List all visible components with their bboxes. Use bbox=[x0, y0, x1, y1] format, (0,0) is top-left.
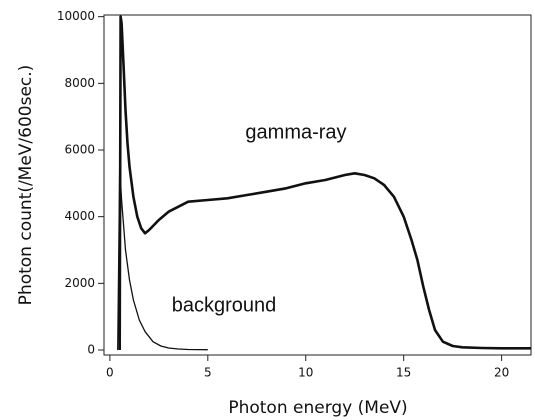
y-tick-label: 2000 bbox=[64, 276, 95, 290]
x-tick-label: 5 bbox=[204, 366, 212, 380]
x-tick-label: 15 bbox=[396, 366, 411, 380]
x-tick-label: 10 bbox=[298, 366, 313, 380]
series-line bbox=[118, 15, 531, 351]
x-tick-label: 20 bbox=[494, 366, 509, 380]
series-line bbox=[117, 166, 208, 351]
y-tick-label: 4000 bbox=[64, 209, 95, 223]
y-tick-label: 10000 bbox=[57, 9, 95, 23]
y-tick-label: 0 bbox=[87, 343, 95, 357]
y-tick-label: 6000 bbox=[64, 143, 95, 157]
x-axis-title: Photon energy (MeV) bbox=[228, 398, 407, 418]
y-axis-title: Photon count(/MeV/600sec.) bbox=[16, 65, 36, 306]
series-label: gamma-ray bbox=[245, 121, 346, 143]
x-tick-label: 0 bbox=[106, 366, 114, 380]
y-tick-label: 8000 bbox=[64, 76, 95, 90]
series-label: background bbox=[172, 294, 277, 316]
plot-frame bbox=[103, 14, 532, 356]
